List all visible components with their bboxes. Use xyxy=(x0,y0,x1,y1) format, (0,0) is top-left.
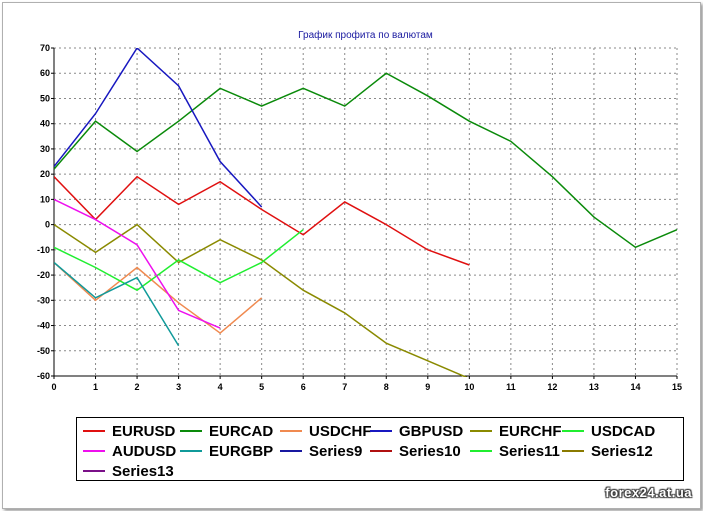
y-tick-label: 50 xyxy=(40,93,50,103)
legend-item: Series9 xyxy=(280,442,362,460)
legend-label: AUDUSD xyxy=(112,442,177,460)
series-line-eurcad xyxy=(54,72,677,249)
series-line-gbpusd xyxy=(54,48,263,208)
x-tick-label: 14 xyxy=(630,382,640,392)
legend-swatch xyxy=(470,450,492,452)
series-line-usdcad xyxy=(54,229,304,292)
x-tick-label: 10 xyxy=(464,382,474,392)
y-tick-label: -30 xyxy=(37,295,50,305)
x-tick-label: 0 xyxy=(51,382,56,392)
legend-swatch xyxy=(562,450,584,452)
x-tick-label: 3 xyxy=(176,382,181,392)
x-tick-label: 11 xyxy=(506,382,516,392)
y-tick-label: 0 xyxy=(45,220,50,230)
legend-label: GBPUSD xyxy=(399,422,464,440)
legend: EURUSD EURCAD USDCHF GBPUSD EURCHF USDCAD AUDU… xyxy=(76,417,684,481)
x-tick-label: 7 xyxy=(342,382,347,392)
legend-item: Series12 xyxy=(562,442,653,460)
series-line-audusd xyxy=(54,198,221,329)
legend-item: AUDUSD xyxy=(83,442,176,460)
y-tick-label: -50 xyxy=(37,346,50,356)
legend-item: Series11 xyxy=(470,442,560,460)
legend-item: EURCHF xyxy=(470,422,562,440)
y-tick-label: 60 xyxy=(40,68,50,78)
watermark: forex24.at.ua xyxy=(605,485,692,500)
y-tick-label: 70 xyxy=(40,43,50,53)
legend-label: USDCAD xyxy=(591,422,656,440)
chart-title: График профита по валютам xyxy=(298,29,433,41)
legend-swatch xyxy=(370,450,392,452)
series-line-eurusd xyxy=(54,175,470,266)
legend-label: USDCHF xyxy=(309,422,372,440)
legend-item: GBPUSD xyxy=(370,422,463,440)
y-tick-label: -20 xyxy=(37,270,50,280)
y-tick-label: -10 xyxy=(37,245,50,255)
x-tick-label: 2 xyxy=(135,382,140,392)
legend-swatch xyxy=(180,430,202,432)
legend-item: Series10 xyxy=(370,442,461,460)
y-tick-label: -40 xyxy=(37,321,50,331)
legend-swatch xyxy=(83,430,105,432)
legend-swatch xyxy=(83,470,105,472)
legend-item: EURGBP xyxy=(180,442,273,460)
x-tick-label: 6 xyxy=(301,382,306,392)
legend-swatch xyxy=(280,450,302,452)
legend-item: EURCAD xyxy=(180,422,273,440)
legend-item: USDCHF xyxy=(280,422,372,440)
legend-swatch xyxy=(370,430,392,432)
legend-label: Series10 xyxy=(399,442,461,460)
x-tick-label: 13 xyxy=(589,382,599,392)
legend-swatch xyxy=(470,430,492,432)
legend-label: EURCAD xyxy=(209,422,274,440)
series-line-eurgbp xyxy=(54,261,180,347)
legend-item: EURUSD xyxy=(83,422,175,440)
legend-item: Series13 xyxy=(83,462,174,480)
series-line-eurchf xyxy=(54,223,468,377)
x-tick-label: 12 xyxy=(547,382,557,392)
y-tick-label: 20 xyxy=(40,169,50,179)
legend-swatch xyxy=(180,450,202,452)
legend-swatch xyxy=(83,450,105,452)
y-tick-label: 30 xyxy=(40,144,50,154)
legend-label: Series13 xyxy=(112,462,174,480)
legend-label: EURUSD xyxy=(112,422,176,440)
y-tick-label: 10 xyxy=(40,194,50,204)
legend-label: Series9 xyxy=(309,442,363,460)
y-tick-label: 40 xyxy=(40,119,50,129)
x-tick-label: 8 xyxy=(384,382,389,392)
x-tick-label: 9 xyxy=(425,382,430,392)
chart-svg: График профита по валютам706050403020100… xyxy=(37,29,682,392)
series-line-usdchf xyxy=(54,261,263,335)
legend-label: EURGBP xyxy=(209,442,274,460)
x-tick-label: 1 xyxy=(93,382,98,392)
x-tick-label: 5 xyxy=(259,382,264,392)
legend-swatch xyxy=(562,430,584,432)
x-tick-label: 15 xyxy=(672,382,682,392)
legend-item: USDCAD xyxy=(562,422,655,440)
y-tick-label: -60 xyxy=(37,371,50,381)
legend-label: Series12 xyxy=(591,442,653,460)
legend-label: Series11 xyxy=(499,442,560,460)
x-tick-label: 4 xyxy=(218,382,223,392)
legend-label: EURCHF xyxy=(499,422,562,440)
legend-swatch xyxy=(280,430,302,432)
